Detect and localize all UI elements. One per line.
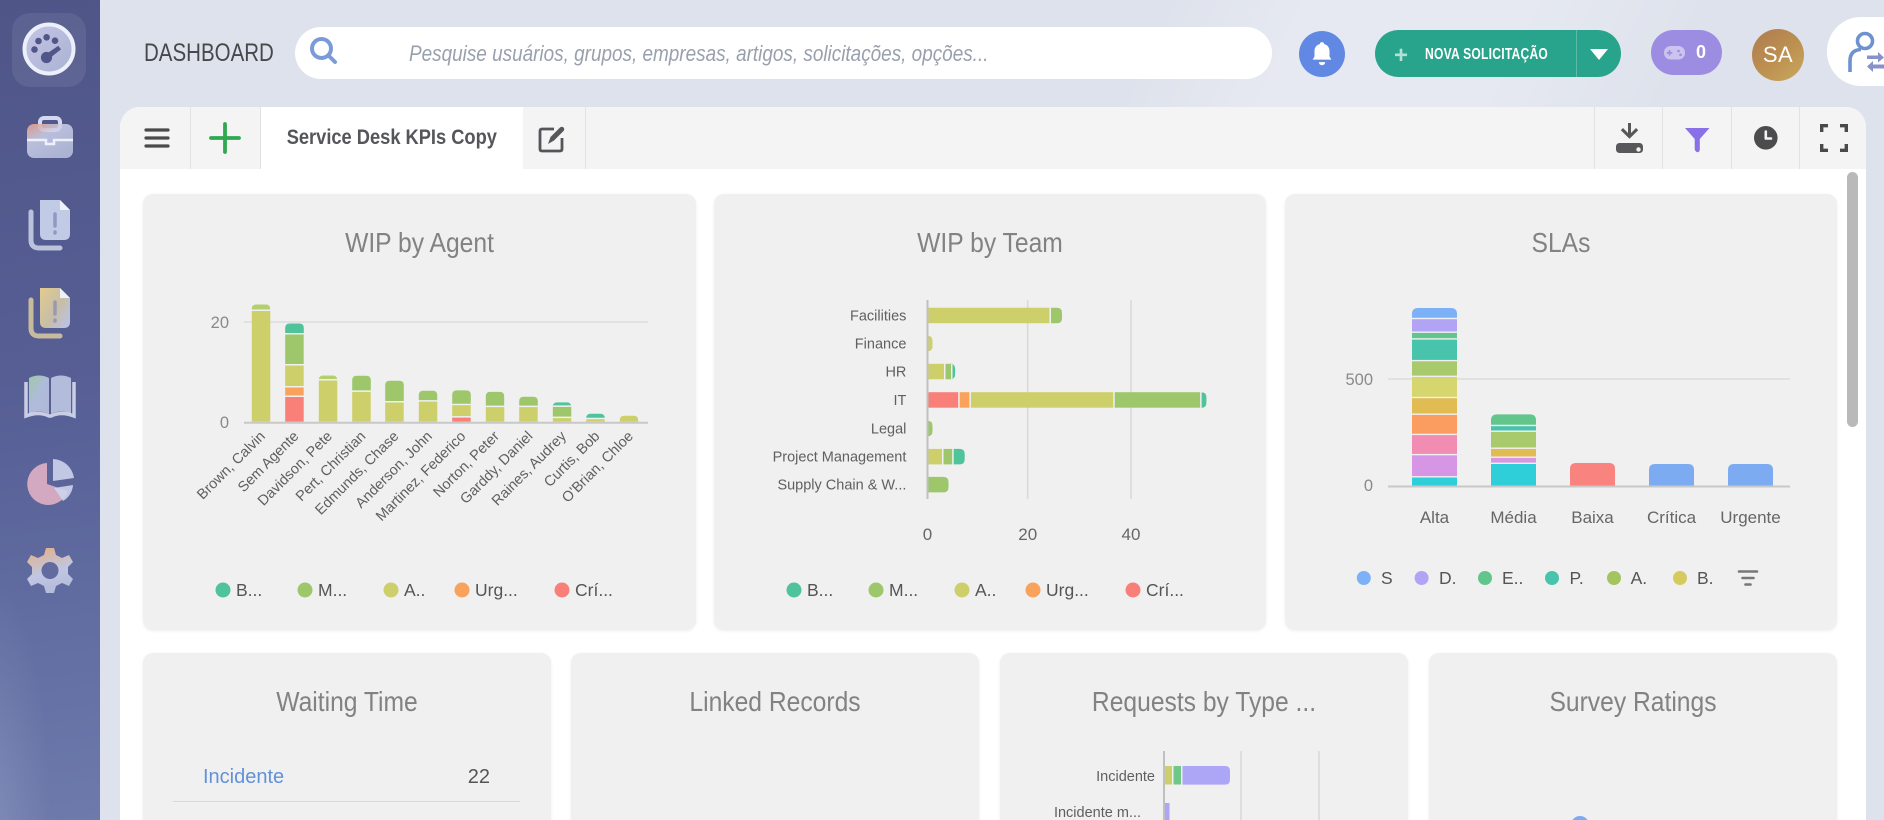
svg-text:A.: A. — [1631, 568, 1648, 588]
svg-text:B.: B. — [1697, 568, 1714, 588]
svg-text:B...: B... — [236, 580, 262, 600]
svg-text:Legal: Legal — [871, 422, 906, 438]
svg-text:500: 500 — [1345, 371, 1373, 389]
svg-text:D.: D. — [1439, 568, 1457, 588]
svg-text:Crí...: Crí... — [1146, 580, 1184, 600]
svg-text:20: 20 — [211, 314, 229, 332]
svg-text:A..: A.. — [404, 580, 425, 600]
svg-text:Supply Chain & W...: Supply Chain & W... — [777, 478, 906, 494]
svg-text:Crítica: Crítica — [1647, 508, 1697, 527]
svg-text:0: 0 — [923, 525, 932, 544]
svg-text:Urg...: Urg... — [475, 580, 518, 600]
svg-text:Incidente: Incidente — [1096, 769, 1155, 785]
svg-text:Incidente m...: Incidente m... — [1054, 805, 1141, 820]
svg-text:M...: M... — [889, 580, 918, 600]
svg-text:40: 40 — [1122, 525, 1141, 544]
svg-text:A..: A.. — [975, 580, 996, 600]
svg-text:Alta: Alta — [1420, 508, 1450, 527]
svg-text:0: 0 — [1364, 477, 1373, 495]
svg-text:E..: E.. — [1502, 568, 1523, 588]
svg-text:IT: IT — [894, 393, 907, 409]
svg-text:Crí...: Crí... — [575, 580, 613, 600]
svg-text:20: 20 — [1018, 525, 1037, 544]
svg-text:Baixa: Baixa — [1571, 508, 1614, 527]
svg-text:0: 0 — [220, 414, 229, 432]
svg-text:M...: M... — [318, 580, 347, 600]
svg-text:Facilities: Facilities — [850, 308, 906, 324]
svg-text:HR: HR — [885, 365, 906, 381]
svg-text:Urg...: Urg... — [1046, 580, 1089, 600]
svg-text:Média: Média — [1490, 508, 1537, 527]
svg-text:Project Management: Project Management — [773, 450, 907, 466]
svg-text:P.: P. — [1570, 568, 1584, 588]
svg-text:B...: B... — [807, 580, 833, 600]
svg-text:Urgente: Urgente — [1720, 508, 1780, 527]
svg-text:S: S — [1381, 568, 1393, 588]
svg-text:Finance: Finance — [855, 337, 907, 353]
